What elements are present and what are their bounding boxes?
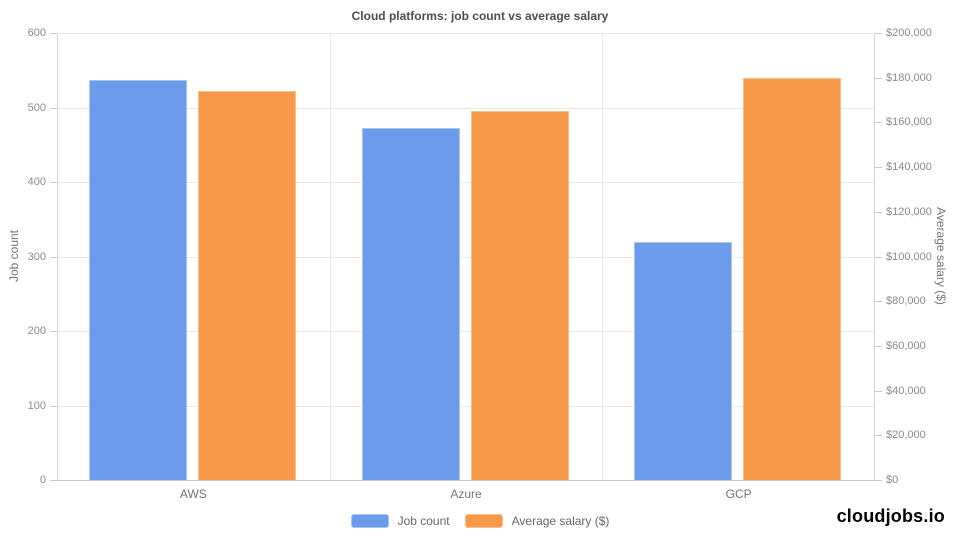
left-axis-tick-label: 0: [39, 474, 46, 486]
right-axis-tick-label: $0: [886, 474, 899, 486]
right-axis-tick: [875, 480, 882, 481]
gridline: [602, 33, 604, 480]
left-axis-tick-label: 200: [27, 325, 46, 337]
left-axis-tick: [50, 33, 57, 34]
left-axis-tick-label: 500: [27, 101, 46, 114]
left-axis-tick: [50, 480, 57, 481]
right-axis-tick: [875, 122, 882, 124]
right-axis-tick: [875, 256, 882, 258]
right-axis-tick: [875, 33, 882, 34]
gridline: [57, 33, 875, 34]
gridline: [57, 256, 875, 258]
left-axis-tick: [50, 405, 57, 407]
bar-average-salary-aws[interactable]: [198, 91, 296, 480]
left-axis-tick: [50, 107, 57, 109]
right-axis-tick-label: $80,000: [886, 295, 926, 308]
left-axis-tick: [50, 331, 57, 332]
right-axis-tick-label: $120,000: [886, 205, 932, 218]
x-axis-line: [50, 480, 882, 481]
right-axis-tick: [875, 390, 882, 392]
gridline: [57, 331, 875, 332]
legend-item-average-salary[interactable]: Average salary ($): [464, 514, 610, 528]
right-axis-tick: [875, 211, 882, 213]
left-axis-tick-label: 300: [27, 250, 46, 263]
legend-item-job-count[interactable]: Job count: [350, 514, 450, 528]
right-axis-title: Average salary ($): [934, 207, 948, 305]
gridline: [57, 405, 875, 407]
left-axis-tick: [50, 182, 57, 183]
right-axis-tick: [875, 435, 882, 437]
bar-job-count-gcp[interactable]: [634, 242, 733, 480]
right-axis-tick: [875, 345, 882, 347]
right-axis-tick-label: $60,000: [886, 339, 926, 352]
right-axis-tick-label: $160,000: [886, 116, 932, 129]
left-axis-tick-label: 600: [27, 27, 46, 39]
right-axis-tick-label: $180,000: [886, 71, 932, 84]
x-axis-label-azure: Azure: [450, 487, 482, 501]
left-axis-tick: [50, 256, 57, 258]
right-axis-tick-label: $200,000: [886, 27, 932, 39]
right-axis-tick-label: $100,000: [886, 250, 932, 263]
right-axis-tick-label: $40,000: [886, 384, 926, 397]
right-axis-tick-label: $140,000: [886, 161, 932, 174]
plot-area: [57, 33, 875, 480]
right-axis-tick: [875, 77, 882, 79]
bar-job-count-aws[interactable]: [89, 79, 187, 480]
bar-average-salary-azure[interactable]: [470, 111, 569, 480]
bar-average-salary-gcp[interactable]: [743, 77, 842, 480]
right-axis-tick: [875, 301, 882, 303]
x-axis-label-aws: AWS: [179, 487, 207, 501]
legend-label: Average salary ($): [511, 514, 610, 528]
x-axis-label-gcp: GCP: [725, 487, 752, 501]
legend-label: Job count: [397, 514, 450, 528]
gridline: [57, 107, 875, 109]
bar-job-count-azure[interactable]: [361, 128, 460, 480]
gridline: [57, 182, 875, 183]
left-axis-tick-label: 100: [27, 399, 46, 412]
left-axis-tick-label: 400: [27, 176, 46, 188]
legend: Job count Average salary ($): [0, 514, 960, 528]
gridline: [329, 33, 331, 480]
right-axis-tick-label: $20,000: [886, 429, 926, 442]
legend-swatch-job-count: [350, 514, 389, 528]
legend-swatch-average-salary: [464, 514, 503, 528]
right-axis-tick: [875, 167, 882, 169]
chart-title: Cloud platforms: job count vs average sa…: [351, 9, 609, 23]
brand-logo: cloudjobs.io: [836, 506, 945, 526]
